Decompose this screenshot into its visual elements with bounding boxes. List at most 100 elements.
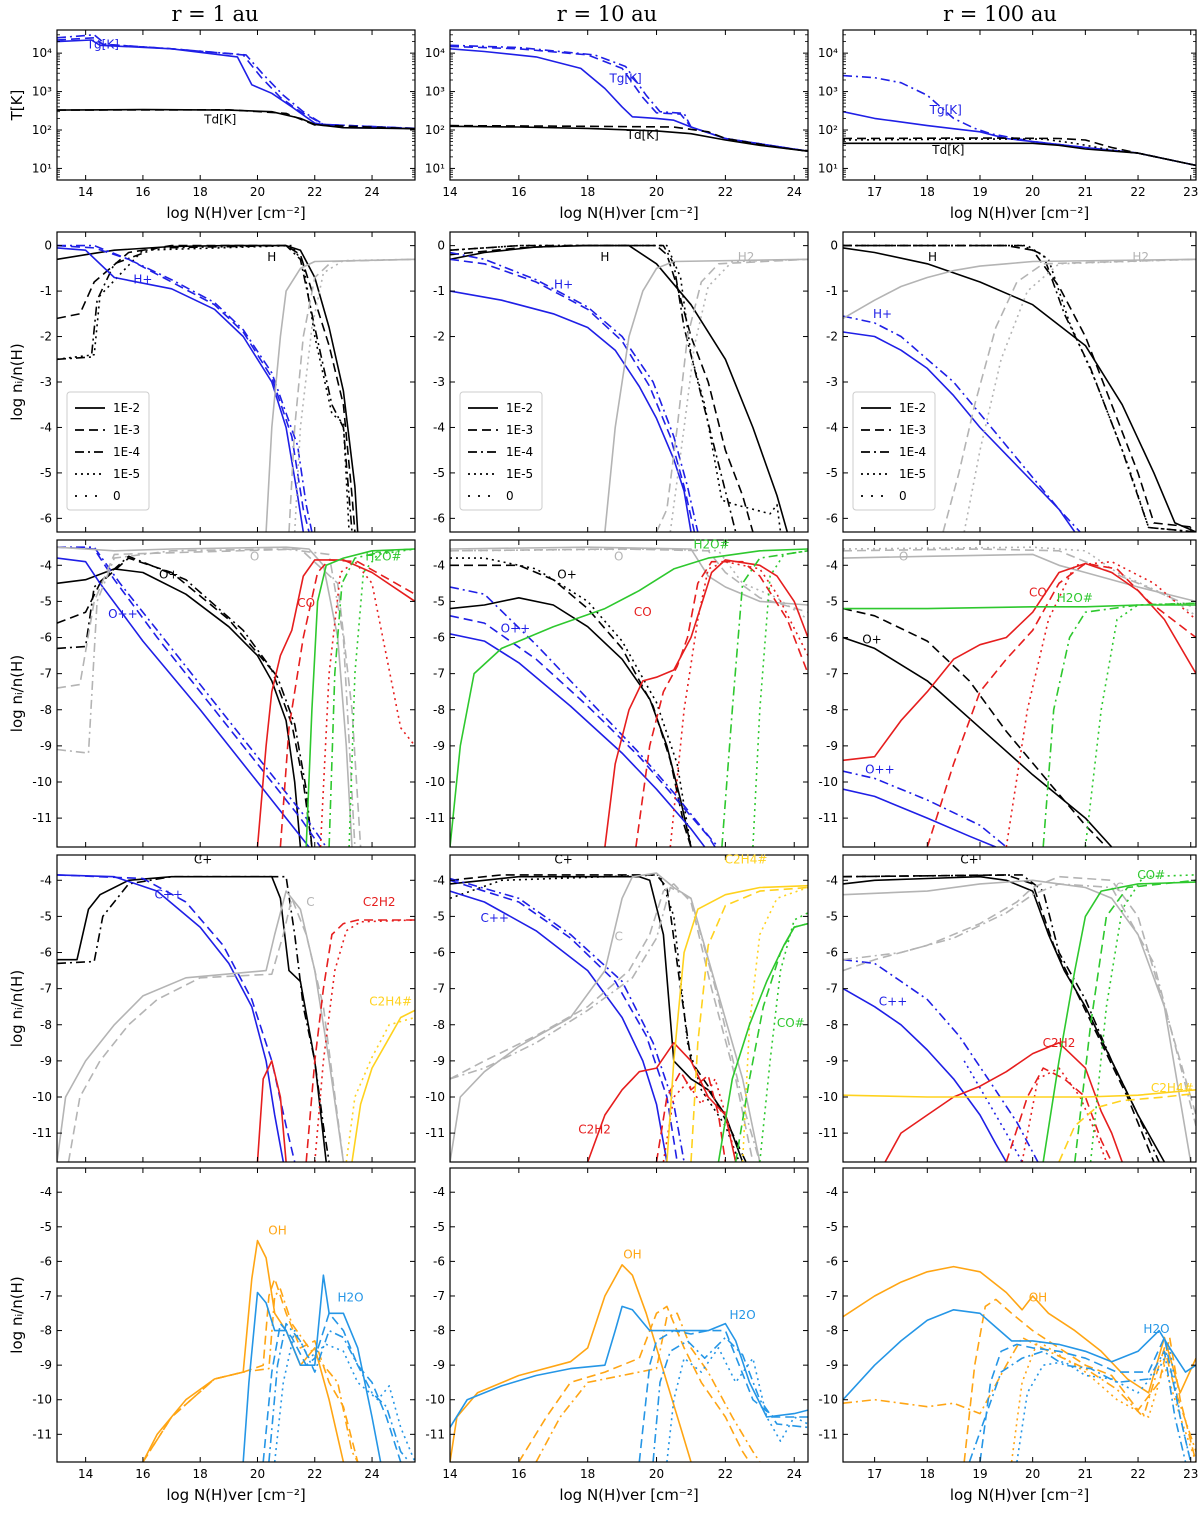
curve-label: C2H4# bbox=[1151, 1081, 1194, 1095]
y-tick-label: -7 bbox=[826, 1289, 838, 1303]
series-line bbox=[843, 244, 1196, 529]
series-line bbox=[843, 258, 1196, 320]
panel-frame bbox=[842, 539, 1197, 848]
series-line bbox=[843, 247, 1196, 532]
series-line bbox=[843, 770, 1007, 847]
curve-label: H2O# bbox=[365, 549, 401, 563]
y-tick-label: -4 bbox=[40, 420, 52, 434]
y-tick-label: -3 bbox=[40, 375, 52, 389]
y-tick-label: 10² bbox=[32, 123, 52, 137]
series-line bbox=[843, 883, 1196, 1127]
panel-frame bbox=[56, 854, 416, 1163]
x-tick-label: 20 bbox=[250, 185, 265, 199]
panel-frame bbox=[842, 1167, 1197, 1463]
curve-label: H2O bbox=[730, 1308, 756, 1322]
chart-panel: -11 -10 -9 -8 -7 -6 -5 -4 C+ C++ C C2H2 C2H4# CO# bbox=[425, 852, 809, 1163]
series-line bbox=[328, 548, 415, 847]
y-tick-label: 0 bbox=[830, 239, 838, 253]
series-line bbox=[450, 1264, 692, 1462]
y-tick-label: 10² bbox=[818, 123, 838, 137]
series-line bbox=[273, 1329, 415, 1462]
curve-label: H+ bbox=[873, 307, 892, 321]
y-tick-label: -10 bbox=[818, 1393, 838, 1407]
series-line bbox=[450, 290, 692, 532]
y-tick-label: -11 bbox=[425, 1427, 445, 1441]
y-tick-label: -9 bbox=[433, 739, 445, 753]
legend-label: 1E-3 bbox=[113, 423, 140, 437]
y-tick-label: -6 bbox=[433, 631, 445, 645]
series-line bbox=[450, 877, 685, 1162]
series-line bbox=[759, 912, 808, 1162]
curve-label: H bbox=[928, 250, 937, 264]
series-line bbox=[450, 244, 737, 532]
y-tick-label: -5 bbox=[433, 1220, 445, 1234]
series-line bbox=[57, 546, 327, 847]
series-line bbox=[57, 244, 313, 532]
series-line bbox=[268, 1322, 410, 1462]
series-line bbox=[450, 45, 808, 152]
curve-label: H2O# bbox=[694, 537, 730, 551]
series-line bbox=[1042, 881, 1196, 1162]
y-tick-label: -6 bbox=[826, 946, 838, 960]
curve-label: Td[K] bbox=[626, 128, 659, 142]
y-axis-label: log nᵢ/n(H) bbox=[8, 655, 26, 732]
y-tick-label: -6 bbox=[826, 511, 838, 525]
series-line bbox=[843, 788, 997, 847]
legend-label: 1E-5 bbox=[899, 467, 926, 481]
series-line bbox=[942, 258, 1196, 532]
curve-label: C++ bbox=[481, 911, 510, 925]
y-tick-label: -10 bbox=[425, 775, 445, 789]
series-line bbox=[57, 874, 296, 1162]
series-line bbox=[450, 548, 808, 847]
y-tick-label: -5 bbox=[40, 1220, 52, 1234]
x-tick-label: 23 bbox=[1183, 185, 1198, 199]
legend-label: 1E-4 bbox=[506, 445, 533, 459]
series-line bbox=[450, 124, 808, 152]
series-line bbox=[57, 548, 362, 847]
curve-label: C+ bbox=[960, 852, 978, 866]
curve-label: OH bbox=[268, 1223, 286, 1237]
y-tick-label: -10 bbox=[32, 775, 52, 789]
curve-label: O bbox=[250, 549, 259, 563]
curve-label: H2O bbox=[1143, 1322, 1169, 1336]
x-tick-label: 22 bbox=[1130, 1467, 1145, 1481]
curve-label: CO# bbox=[1137, 868, 1165, 882]
curve-label: H bbox=[600, 250, 609, 264]
series-line bbox=[57, 568, 302, 847]
y-tick-label: -4 bbox=[40, 1185, 52, 1199]
x-tick-label: 18 bbox=[920, 185, 935, 199]
series-line bbox=[843, 1336, 1196, 1452]
series-line bbox=[843, 636, 1113, 847]
chart-panel: 14 16 18 20 22 24 10¹ 10² 10³ 10⁴ Tg[K] Td[K] log N(… bbox=[425, 29, 809, 222]
chart-panel: -11 -10 -9 -8 -7 -6 -5 -4 O+ O++ O CO H2O# log nᵢ/n(H… bbox=[8, 539, 416, 848]
curve-label: O+ bbox=[159, 567, 179, 581]
curve-label: C bbox=[614, 929, 622, 943]
x-tick-label: 20 bbox=[1025, 185, 1040, 199]
y-axis-label: log nᵢ/n(H) bbox=[8, 1276, 26, 1353]
series-line bbox=[843, 244, 1196, 532]
y-tick-label: -11 bbox=[818, 1126, 838, 1140]
curve-label: C bbox=[306, 895, 314, 909]
series-line bbox=[843, 315, 1081, 532]
curve-label: CO bbox=[1029, 585, 1047, 599]
y-tick-label: -6 bbox=[433, 1254, 445, 1268]
panel-frame bbox=[56, 29, 416, 181]
series-line bbox=[450, 44, 808, 152]
curve-label: H bbox=[267, 250, 276, 264]
series-line bbox=[450, 557, 692, 847]
series-line bbox=[57, 244, 353, 532]
series-line bbox=[669, 258, 808, 532]
x-tick-label: 23 bbox=[1183, 1467, 1198, 1481]
series-line bbox=[535, 1312, 761, 1462]
y-tick-label: 10¹ bbox=[425, 161, 445, 175]
y-tick-label: -8 bbox=[433, 703, 445, 717]
x-tick-label: 18 bbox=[193, 185, 208, 199]
x-tick-label: 16 bbox=[511, 1467, 526, 1481]
y-tick-label: 10⁴ bbox=[32, 46, 52, 60]
panel-frame bbox=[449, 854, 809, 1163]
series-line bbox=[57, 874, 285, 1162]
y-tick-label: -11 bbox=[818, 811, 838, 825]
y-tick-label: -5 bbox=[433, 466, 445, 480]
legend-label: 1E-3 bbox=[506, 423, 533, 437]
x-tick-label: 19 bbox=[972, 185, 987, 199]
